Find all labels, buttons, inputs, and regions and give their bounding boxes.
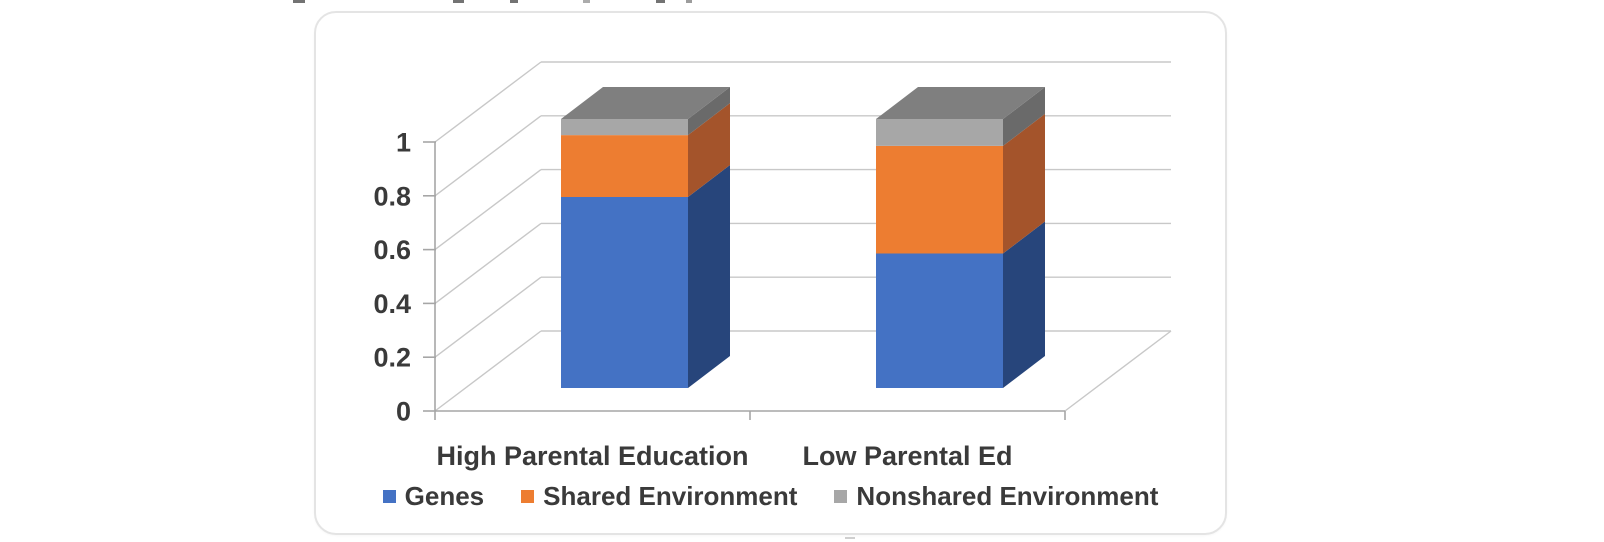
cropped-text-fragment [453, 0, 464, 3]
bar-segment-front [876, 119, 1003, 146]
legend-swatch-icon [382, 489, 396, 503]
side-wall-gridline [434, 222, 542, 304]
bar-segment-side [688, 165, 730, 388]
y-axis-tick-label: 0 [396, 397, 411, 427]
side-wall-gridline [434, 115, 542, 197]
cropped-text-fragment [510, 0, 518, 3]
cropped-text-fragment [293, 0, 305, 3]
chart-card[interactable] [314, 11, 1227, 535]
bar-segment-side [688, 87, 730, 136]
y-axis-tick-label: 0.2 [373, 343, 411, 373]
legend-swatch-icon [834, 489, 848, 503]
legend-item: Nonshared Environment [834, 483, 1158, 509]
category-label: Low Parental Ed [802, 441, 1012, 471]
bar-segment-front [876, 145, 1003, 254]
legend-label: Shared Environment [543, 481, 798, 511]
bar-segment-front [561, 197, 688, 388]
bar-segment-side [1003, 221, 1045, 388]
cropped-text-fragment [845, 537, 855, 539]
bar-segment-side [1003, 87, 1045, 146]
bar-segment-top [876, 87, 1045, 119]
legend-item: Genes [382, 481, 485, 511]
bar-segment-top [561, 87, 730, 119]
side-wall-gridline [434, 276, 542, 358]
bar-segment-side [688, 103, 730, 198]
side-wall-gridline [434, 169, 542, 251]
cropped-text-fragment [583, 0, 590, 3]
y-axis-tick-label: 0.4 [373, 289, 411, 319]
side-wall-gridline [434, 330, 542, 412]
category-label: High Parental Education [436, 441, 748, 471]
chart-legend: Genes Shared Environment Nonshared Environ… [314, 483, 1227, 509]
side-wall-gridline [434, 61, 542, 143]
cropped-text-fragment [656, 0, 665, 3]
legend-label: Nonshared Environment [856, 481, 1159, 511]
y-axis-tick-label: 0.8 [373, 181, 411, 211]
legend-label: Genes [404, 481, 485, 511]
legend-item: Shared Environment [521, 483, 797, 509]
y-axis-tick-label: 1 [396, 128, 411, 158]
bar-segment-front [561, 135, 688, 198]
cropped-text-fragment [686, 0, 692, 3]
bar-segment-side [1003, 113, 1045, 254]
bar-segment-front [561, 119, 688, 136]
bar-segment-front [876, 253, 1003, 388]
y-axis-tick-label: 0.6 [373, 235, 411, 265]
legend-swatch-icon [521, 489, 535, 503]
floor-right-edge [1064, 330, 1172, 412]
